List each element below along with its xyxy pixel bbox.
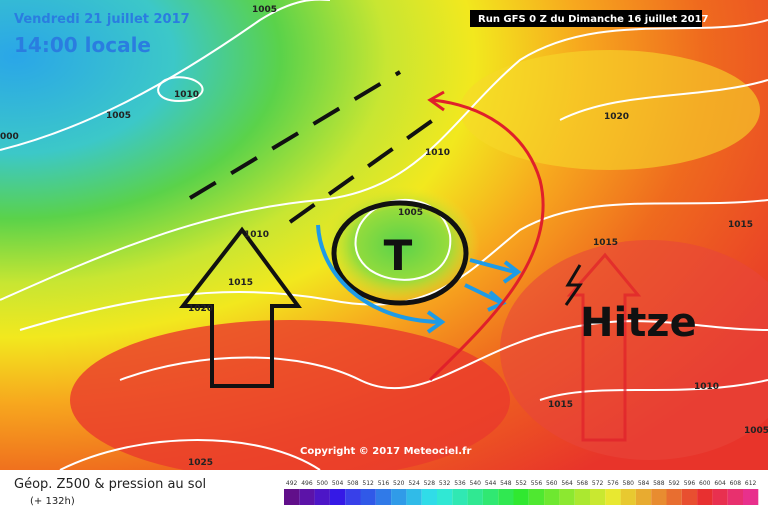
scale-label: 588 xyxy=(653,480,665,487)
scale-swatch xyxy=(284,489,300,505)
scale-swatch xyxy=(360,489,376,505)
scale-swatch xyxy=(559,489,575,505)
scale-label: 508 xyxy=(347,480,359,487)
trough-line xyxy=(188,70,442,224)
scale-label: 592 xyxy=(668,480,680,487)
scale-label: 548 xyxy=(500,480,512,487)
scale-swatch xyxy=(391,489,407,505)
valid-time: 14:00 locale xyxy=(14,33,151,57)
scale-swatch xyxy=(314,489,330,505)
lightning xyxy=(564,264,583,306)
scale-swatch xyxy=(651,489,667,505)
scale-swatch xyxy=(299,489,315,505)
isobar-label: 1015 xyxy=(728,220,753,230)
scale-label: 596 xyxy=(684,480,696,487)
run-info: Run GFS 0 Z du Dimanche 16 juillet 2017 xyxy=(478,14,709,25)
isobar-label: 1005 xyxy=(252,5,277,15)
low-label: T xyxy=(384,231,413,280)
scale-swatch xyxy=(437,489,453,505)
scale-label: 516 xyxy=(378,480,390,487)
scale-swatch xyxy=(513,489,529,505)
scale-label: 612 xyxy=(745,480,757,487)
scale-label: 608 xyxy=(730,480,742,487)
isobar-label: 1005 xyxy=(106,111,131,121)
scale-label: 568 xyxy=(577,480,589,487)
scale-swatch xyxy=(620,489,636,505)
scale-swatch xyxy=(375,489,392,505)
isobar-label: 1020 xyxy=(604,112,629,122)
ridge-zone xyxy=(460,50,760,170)
run-box xyxy=(470,10,702,27)
scale-swatch xyxy=(697,489,713,505)
isobar-label: 1025 xyxy=(188,458,213,468)
arrow-north xyxy=(178,226,302,388)
scale-swatch xyxy=(544,489,560,505)
scale-label: 600 xyxy=(699,480,711,487)
isobar-label: 1010 xyxy=(174,90,199,100)
isobar-labels: 1005 1010 1005 000 1010 1005 1010 1015 1020 1020 1… xyxy=(0,5,768,468)
heat-zone xyxy=(500,240,768,460)
scale-label: 544 xyxy=(485,480,497,487)
color-scale: 492 496 500 504 508 512 516 520 524 528 532 536 540 5… xyxy=(284,480,759,505)
footer-title: Géop. Z500 & pression au sol xyxy=(14,477,206,492)
scale-label: 604 xyxy=(714,480,726,487)
isobar-label: 1005 xyxy=(398,208,423,218)
scale-label: 524 xyxy=(408,480,420,487)
scale-label: 496 xyxy=(301,480,313,487)
valid-date: Vendredi 21 juillet 2017 xyxy=(14,12,190,27)
scale-swatch xyxy=(345,489,361,505)
scale-swatch xyxy=(635,489,652,505)
isobar-label: 1010 xyxy=(425,148,450,158)
low-ring xyxy=(331,200,469,306)
isobar-label: 1010 xyxy=(244,230,269,240)
scale-swatch xyxy=(329,489,346,505)
scale-label: 500 xyxy=(317,480,329,487)
scale-swatch xyxy=(574,489,590,505)
scale-swatch xyxy=(498,489,514,505)
scale-label: 572 xyxy=(592,480,604,487)
scale-label: 528 xyxy=(424,480,436,487)
copyright: Copyright © 2017 Meteociel.fr xyxy=(300,446,471,457)
red-arrows xyxy=(427,90,642,442)
isobar-label: 000 xyxy=(0,132,19,142)
scale-swatch xyxy=(482,489,499,505)
scale-label: 504 xyxy=(332,480,344,487)
scale-label: 584 xyxy=(638,480,650,487)
isobar-label: 1005 xyxy=(744,426,768,436)
isobar-label: 1010 xyxy=(694,382,719,392)
scale-label: 552 xyxy=(515,480,527,487)
scale-swatch xyxy=(406,489,422,505)
scale-label: 492 xyxy=(286,480,298,487)
isobar-label: 1015 xyxy=(228,278,253,288)
scale-label: 580 xyxy=(623,480,635,487)
scale-swatch xyxy=(467,489,483,505)
scale-swatch xyxy=(727,489,743,505)
scale-label: 536 xyxy=(454,480,466,487)
isobar-label: 1015 xyxy=(593,238,618,248)
isobars xyxy=(0,0,768,470)
scale-label: 564 xyxy=(561,480,573,487)
isobar-label: 1020 xyxy=(188,304,213,314)
scale-label: 520 xyxy=(393,480,405,487)
scale-swatch xyxy=(712,489,728,505)
scale-label: 556 xyxy=(531,480,543,487)
scale-swatch xyxy=(681,489,698,505)
scale-label: 512 xyxy=(362,480,374,487)
scale-swatch xyxy=(528,489,545,505)
scale-label: 560 xyxy=(546,480,558,487)
flow-arrows xyxy=(316,224,522,334)
scale-swatch xyxy=(421,489,437,505)
heat-label: Hitze xyxy=(580,300,697,346)
scale-label: 540 xyxy=(470,480,482,487)
scale-swatch xyxy=(605,489,621,505)
scale-swatch xyxy=(590,489,606,505)
scale-label: 532 xyxy=(439,480,451,487)
scale-swatch xyxy=(452,489,468,505)
scale-swatch xyxy=(743,489,759,505)
isobar-label: 1015 xyxy=(548,400,573,410)
scale-label: 576 xyxy=(607,480,619,487)
footer-lead: (+ 132h) xyxy=(30,496,75,507)
scale-swatch xyxy=(666,489,682,505)
